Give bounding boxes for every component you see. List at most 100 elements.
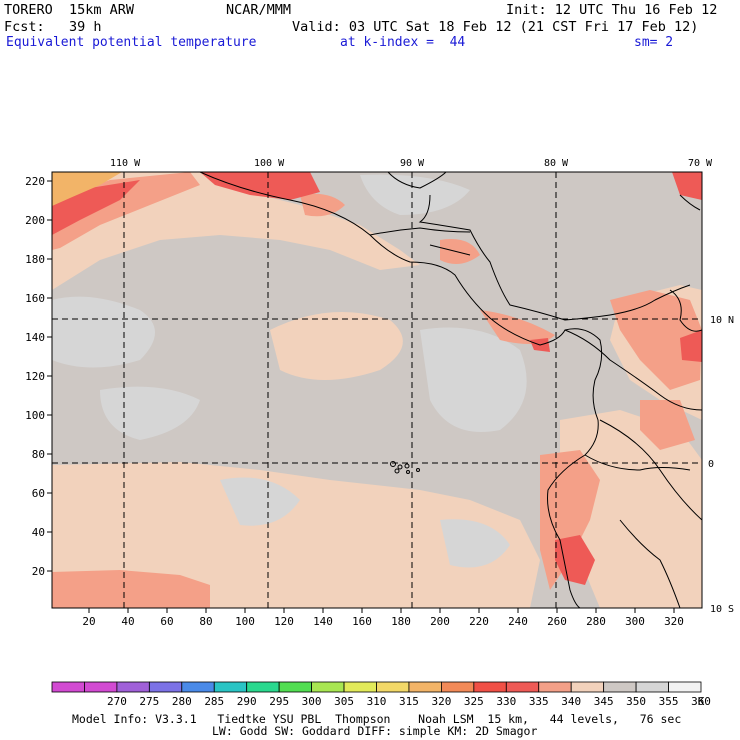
legend-level-label: 305 (334, 695, 354, 708)
field-name: Equivalent potential temperature (6, 35, 257, 50)
legend-swatch (668, 681, 702, 693)
x-tick-label: 160 (352, 615, 372, 628)
legend-level-label: 325 (464, 695, 484, 708)
legend-swatch (603, 681, 637, 693)
y-tick-label: 60 (32, 487, 45, 500)
field-340-costarica (480, 310, 555, 344)
legend-level-label: 310 (367, 695, 387, 708)
legend-swatch (51, 681, 85, 693)
y-tick-label: 80 (32, 448, 45, 461)
x-tick-label: 180 (391, 615, 411, 628)
x-tick-label: 20 (82, 615, 95, 628)
legend-level-label: 335 (529, 695, 549, 708)
x-tick-labels: 20 40 60 80 100 120 140 160 180 200 220 … (82, 615, 684, 628)
legend-level-label: 285 (204, 695, 224, 708)
legend-swatch (148, 681, 183, 693)
x-tick-label: 80 (199, 615, 212, 628)
y-tick-label: 200 (25, 214, 45, 227)
legend-swatch (635, 681, 669, 693)
x-tick-label: 120 (274, 615, 294, 628)
y-tick-label: 100 (25, 409, 45, 422)
x-tick-label: 200 (430, 615, 450, 628)
legend-swatch (311, 681, 345, 693)
field-335-east (680, 330, 702, 362)
country-border-3 (564, 329, 702, 411)
legend-swatch (408, 681, 442, 693)
x-tick-label: 300 (625, 615, 645, 628)
model-info: Model Info: V3.3.1 Tiedtke YSU PBL Thomp… (72, 712, 682, 726)
lon-label: 110 W (110, 158, 141, 169)
field-325-corner (52, 172, 122, 206)
field-345-center (270, 312, 403, 380)
forecast-hour: Fcst: 39 h (4, 19, 102, 35)
color-legend (51, 681, 702, 693)
field-350-west (52, 296, 155, 368)
legend-swatch (278, 681, 312, 693)
valid-time: Valid: 03 UTC Sat 18 Feb 12 (21 CST Fri … (292, 19, 699, 35)
legend-swatch (84, 681, 118, 693)
legend-level-label: 315 (399, 695, 419, 708)
legend-level-label: 350 (626, 695, 646, 708)
country-border-6 (619, 519, 681, 608)
field-350-south2 (440, 519, 510, 568)
level-label: at k-index = 44 (340, 35, 466, 50)
island-hispaniola (679, 194, 701, 211)
y-tick-label: 20 (32, 565, 45, 578)
map-frame (51, 171, 703, 609)
legend-unit: K (698, 695, 705, 708)
x-tick-label: 40 (121, 615, 134, 628)
lat-label: 10 S (710, 604, 734, 615)
lon-label: 90 W (400, 158, 425, 169)
country-border-1 (369, 227, 471, 236)
lat-label: 0 (708, 459, 714, 470)
x-tick-label: 260 (547, 615, 567, 628)
field-340-amazon (640, 400, 695, 450)
lon-label: 100 W (254, 158, 285, 169)
legend-level-label: 290 (237, 695, 257, 708)
field-335-mexico (200, 172, 320, 200)
legend-swatch (505, 681, 540, 693)
field-335-caribbean (672, 172, 702, 200)
legend-swatch (376, 681, 410, 693)
pacific-coastline (199, 172, 603, 608)
legend-level-label: 270 (107, 695, 127, 708)
legend-level-label: 340 (561, 695, 581, 708)
legend-swatch (538, 681, 572, 693)
field-335-peru (555, 535, 595, 585)
yucatan-coast (387, 172, 447, 189)
field-340-sw (52, 570, 210, 608)
field-350-north (360, 174, 470, 215)
country-border-5 (584, 454, 691, 471)
legend-swatch (213, 681, 248, 693)
y-tick-labels: 220 200 180 160 140 120 100 80 60 40 20 (25, 175, 45, 578)
field-335-nw (52, 180, 140, 235)
lat-labels: 10 N 0 10 S (708, 315, 734, 615)
legend-level-label: 360 (691, 695, 711, 708)
y-tick-label: 220 (25, 175, 45, 188)
y-tick-label: 180 (25, 253, 45, 266)
field-340-venezuela (610, 290, 702, 390)
lat-label: 10 N (710, 315, 734, 326)
lon-label: 70 W (688, 158, 713, 169)
y-tick-label: 160 (25, 292, 45, 305)
field-350-south (220, 477, 300, 526)
init-time: Init: 12 UTC Thu 16 Feb 12 (506, 2, 718, 18)
x-tick-label: 280 (586, 615, 606, 628)
x-tick-label: 240 (508, 615, 528, 628)
smoothing-label: sm= 2 (634, 35, 674, 50)
legend-level-label: 280 (172, 695, 192, 708)
legend-swatch (116, 681, 150, 693)
model-run-title: TORERO 15km ARW (4, 2, 135, 18)
legend-level-label: 295 (269, 695, 289, 708)
color-legend-labels: 270 275 280 285 290 295 300 305 310 315 320 325 330 3… (107, 695, 711, 708)
country-border-2 (429, 244, 471, 256)
field-350-east (420, 327, 527, 432)
legend-swatch (473, 681, 507, 693)
legend-swatch (181, 681, 215, 693)
x-tick-label: 100 (235, 615, 255, 628)
legend-swatch (440, 681, 475, 693)
x-tick-label: 220 (469, 615, 489, 628)
field-345-land-south (560, 410, 702, 608)
legend-level-label: 300 (302, 695, 322, 708)
